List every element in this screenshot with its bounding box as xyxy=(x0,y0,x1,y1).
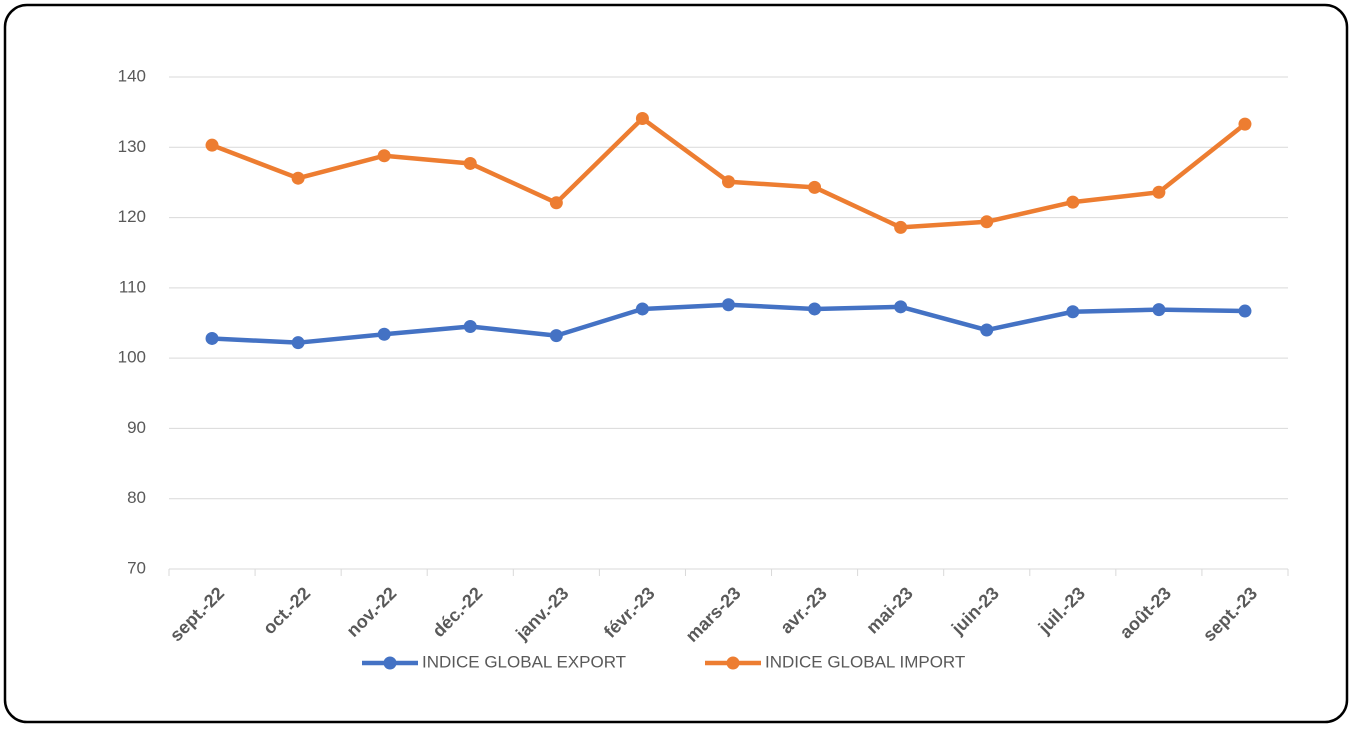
legend-marker xyxy=(383,656,397,670)
point xyxy=(808,302,822,316)
y-tick-label: 120 xyxy=(118,207,146,226)
point xyxy=(1152,303,1166,317)
point xyxy=(1238,117,1252,131)
point xyxy=(1152,185,1166,199)
legend-marker xyxy=(726,656,740,670)
point xyxy=(1066,305,1080,319)
chart-frame xyxy=(3,3,1349,724)
y-tick-label: 90 xyxy=(127,418,146,437)
point xyxy=(291,336,305,350)
point xyxy=(549,196,563,210)
point xyxy=(894,300,908,314)
y-tick-label: 100 xyxy=(118,348,146,367)
point xyxy=(722,175,735,189)
point xyxy=(722,298,735,312)
point xyxy=(377,149,391,163)
y-tick-label: 70 xyxy=(127,558,146,577)
point xyxy=(808,180,822,194)
point xyxy=(894,220,908,234)
y-tick-label: 80 xyxy=(127,488,146,507)
point xyxy=(980,215,994,229)
legend-label: INDICE GLOBAL EXPORT xyxy=(422,652,626,671)
y-tick-label: 110 xyxy=(119,277,146,296)
point xyxy=(205,331,219,345)
point xyxy=(291,171,305,185)
y-tick-label: 140 xyxy=(118,66,146,85)
point xyxy=(463,156,477,170)
point xyxy=(549,329,563,343)
point xyxy=(463,320,477,334)
point xyxy=(1238,304,1252,318)
point xyxy=(205,138,219,152)
point xyxy=(377,327,391,341)
point xyxy=(1066,195,1080,209)
point xyxy=(635,302,649,316)
y-tick-label: 130 xyxy=(118,137,146,156)
point xyxy=(980,323,994,337)
legend-label: INDICE GLOBAL IMPORT xyxy=(765,652,965,671)
point xyxy=(635,111,649,125)
